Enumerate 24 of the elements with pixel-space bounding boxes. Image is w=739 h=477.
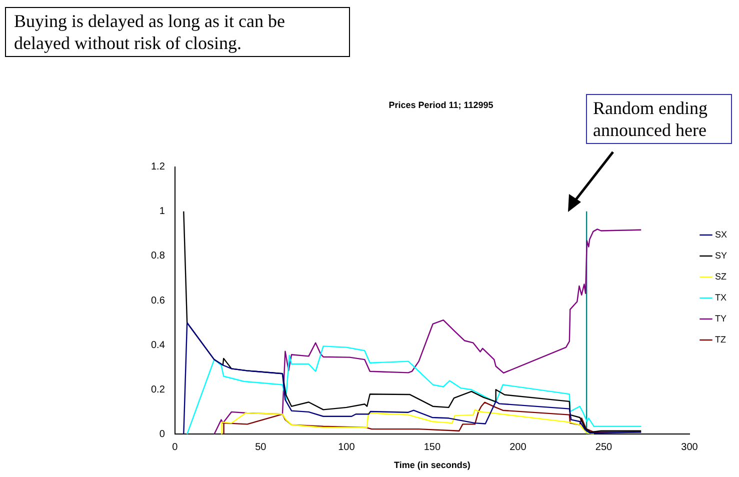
x-tick-label: 200 (510, 442, 527, 453)
x-tick-label: 50 (255, 442, 267, 453)
y-tick-label: 0.4 (150, 340, 166, 351)
x-tick-label: 150 (424, 442, 441, 453)
legend-label: SZ (714, 271, 727, 282)
x-axis-title: Time (in seconds) (394, 460, 470, 470)
x-tick-label: 250 (595, 442, 613, 453)
y-tick-label: 0.2 (150, 384, 166, 396)
x-tick-label: 100 (338, 442, 356, 453)
x-tick-label: 0 (172, 442, 178, 453)
legend-label: TY (714, 313, 727, 324)
chart-title: Prices Period 11; 112995 (388, 100, 494, 110)
text: Buying is delayed as long as it can be delayed without risk of closing. (5, 7, 350, 57)
legend-label: TZ (714, 334, 726, 344)
text: Random ending announced here (586, 94, 732, 144)
legend-label: SY (714, 250, 728, 260)
x-tick-label: 300 (681, 442, 698, 453)
y-tick-label: 1 (159, 206, 166, 218)
y-tick-label: 1.2 (150, 162, 166, 173)
legend-label: TX (714, 292, 727, 302)
y-tick-label: 0.8 (150, 250, 166, 262)
y-tick-label: 0.6 (150, 295, 166, 306)
y-tick-label: 0 (159, 428, 166, 440)
legend-label: SX (714, 229, 728, 240)
